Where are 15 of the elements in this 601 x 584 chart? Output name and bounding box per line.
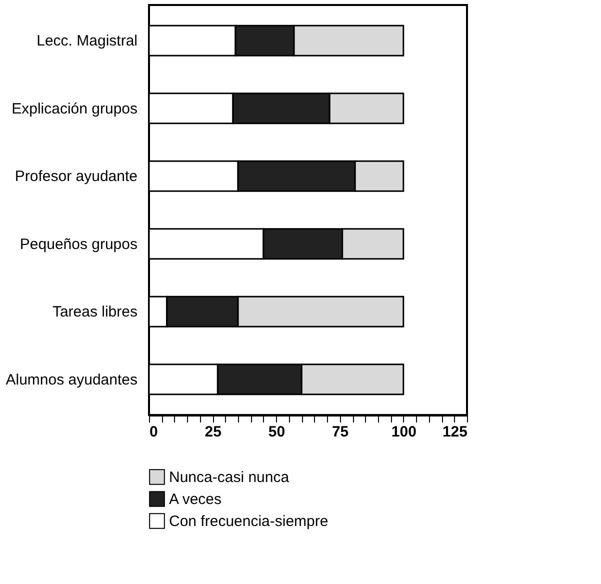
x-tick-label: 25 — [204, 424, 222, 440]
y-tick-label: Lecc. Magistral — [36, 32, 138, 50]
y-tick-label: Tareas libres — [52, 304, 138, 321]
legend-label: Nunca-casi nunca — [169, 469, 290, 486]
y-tick-label: Profesor ayudante — [14, 168, 138, 186]
y-tick-label: Explicación grupos — [12, 100, 138, 118]
x-tick-label: 100 — [391, 424, 416, 440]
y-tick-label: Pequeños grupos — [20, 236, 138, 253]
x-tick-label: 75 — [332, 424, 349, 440]
legend-label: A veces — [169, 491, 222, 508]
x-tick-label: 0 — [150, 424, 158, 440]
x-tick-label: 50 — [268, 424, 286, 440]
x-tick-label: 125 — [442, 424, 468, 440]
y-tick-label: Alumnos ayudantes — [6, 371, 138, 388]
legend-label: Con frecuencia-siempre — [169, 513, 328, 530]
